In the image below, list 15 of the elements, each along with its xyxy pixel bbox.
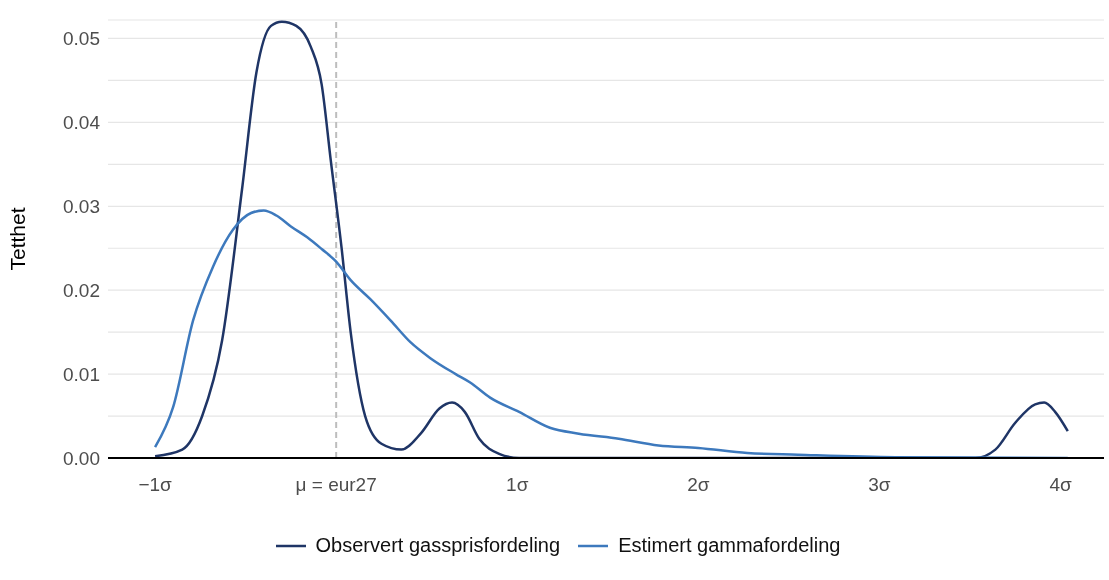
y-tick-label: 0.03: [63, 196, 100, 218]
x-tick-label: −1σ: [138, 474, 173, 496]
y-tick-label: 0.04: [63, 112, 101, 134]
x-tick-label: 4σ: [1049, 474, 1072, 496]
y-tick-label: 0.00: [63, 447, 100, 469]
y-axis-title: Tetthet: [6, 207, 30, 271]
x-tick-label: 3σ: [868, 474, 891, 496]
x-tick-label: 2σ: [687, 474, 710, 496]
legend-label: Observert gassprisfordeling: [315, 534, 561, 557]
x-tick-label: 1σ: [506, 474, 529, 496]
y-tick-label: 0.02: [63, 279, 100, 301]
y-tick-label: 0.01: [63, 363, 100, 385]
y-tick-label: 0.05: [63, 28, 100, 50]
x-tick-label: μ = eur27: [295, 474, 377, 496]
legend-label: Estimert gammafordeling: [618, 534, 841, 557]
